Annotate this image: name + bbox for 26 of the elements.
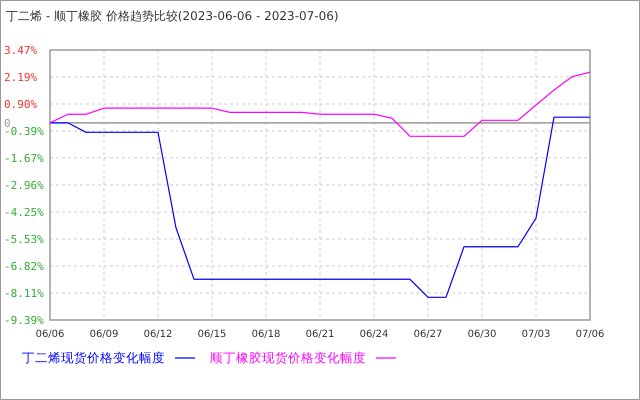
- line-series: [49, 116, 591, 298]
- x-tick-label: 06/30: [468, 329, 496, 340]
- legend-label: 顺丁橡胶现货价格变化幅度: [210, 350, 366, 365]
- y-tick-label: -9.39%: [4, 314, 44, 327]
- line-series: [49, 72, 591, 137]
- x-tick-label: 07/03: [522, 329, 550, 340]
- x-tick-label: 06/21: [306, 329, 334, 340]
- x-tick-label: 06/27: [414, 329, 442, 340]
- y-tick-label: -5.53%: [4, 232, 44, 246]
- y-tick-label: -4.25%: [4, 206, 44, 220]
- x-tick-label: 06/12: [144, 329, 172, 340]
- x-tick-label: 06/24: [360, 329, 388, 340]
- chart-title: 丁二烯 - 顺丁橡胶 价格趋势比较(2023-06-06 - 2023-07-06): [6, 9, 339, 23]
- x-tick-label: 06/15: [198, 329, 226, 340]
- x-tick-label: 06/06: [36, 329, 64, 340]
- x-tick-label: 06/18: [252, 329, 280, 340]
- x-tick-label: 07/06: [576, 329, 604, 340]
- y-tick-label: 3.47%: [4, 44, 38, 57]
- y-tick-label: -6.82%: [4, 260, 44, 274]
- y-tick-label: 2.19%: [4, 70, 38, 84]
- y-tick-label: -2.96%: [4, 179, 44, 192]
- x-tick-label: 06/09: [90, 329, 118, 340]
- y-tick-label: -1.67%: [4, 152, 44, 165]
- legend-label: 丁二烯现货价格变化幅度: [22, 350, 165, 365]
- y-tick-label: 0.90%: [4, 98, 38, 111]
- y-tick-label: -8.11%: [4, 287, 44, 300]
